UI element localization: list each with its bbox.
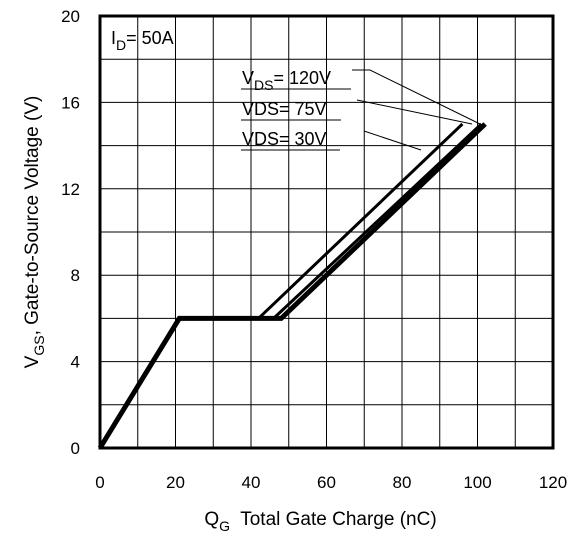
y-tick-label: 4 <box>71 353 80 372</box>
plot-frame <box>98 14 555 450</box>
y-tick-label: 16 <box>61 93 80 112</box>
x-axis-title-main: Q <box>204 509 219 530</box>
y-axis-title: VGS, Gate-to-Source Voltage (V) <box>22 96 47 369</box>
series-label-2: VDS= 75V <box>242 99 327 119</box>
series-label-leader <box>352 69 481 125</box>
y-tick-label: 12 <box>61 180 80 199</box>
y-tick-label: 0 <box>71 439 80 458</box>
annotation-rest: = 50A <box>126 28 174 48</box>
y-axis-title-sub: GS <box>31 335 47 355</box>
series-group <box>97 122 487 450</box>
series-label-leader <box>356 99 473 125</box>
y-tick-label: 20 <box>61 7 80 26</box>
x-axis-title: QG Total Gate Charge (nC) <box>204 509 436 534</box>
x-axis-title-sub: G <box>219 518 230 534</box>
annotation-main: I <box>111 28 116 48</box>
x-tick-label: 120 <box>539 473 567 492</box>
x-tick-labels: 0 20 40 60 80 100 120 <box>95 473 567 492</box>
drain-current-annotation: ID= 50A <box>111 28 174 53</box>
x-axis-title-rest: Total Gate Charge (nC) <box>230 509 437 530</box>
x-tick-label: 0 <box>95 473 104 492</box>
x-tick-label: 80 <box>393 473 412 492</box>
y-tick-labels: 0 4 8 12 16 20 <box>61 7 80 458</box>
grid <box>100 16 553 448</box>
x-tick-label: 20 <box>166 473 185 492</box>
y-axis-title-rest: , Gate-to-Source Voltage (V) <box>22 96 43 336</box>
series-line-3 <box>98 122 464 449</box>
x-tick-label: 40 <box>242 473 261 492</box>
x-tick-label: 100 <box>463 473 491 492</box>
y-axis-title-main: V <box>22 355 43 368</box>
x-tick-label: 60 <box>317 473 336 492</box>
series-label-3: VDS= 30V <box>242 129 327 149</box>
annotation-sub: D <box>116 37 126 53</box>
series-label-leader <box>363 130 422 151</box>
y-tick-label: 8 <box>71 266 80 285</box>
